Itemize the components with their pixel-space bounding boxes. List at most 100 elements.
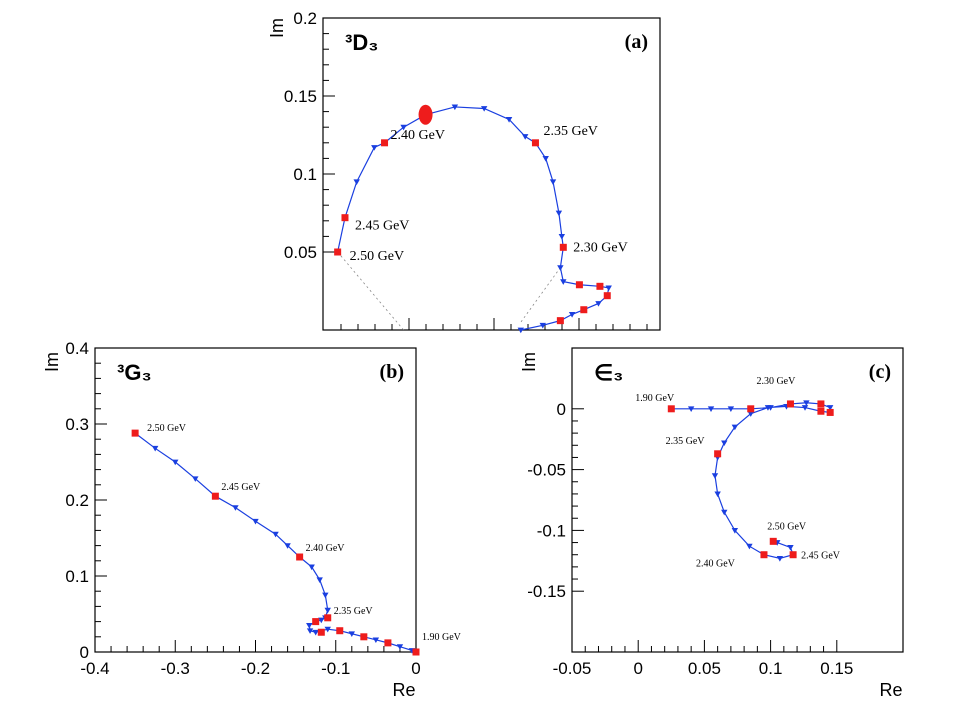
data-point bbox=[595, 301, 602, 307]
y-tick-label: 0.4 bbox=[65, 339, 89, 358]
energy-marker bbox=[381, 139, 389, 147]
data-point bbox=[731, 424, 739, 431]
data-marker bbox=[817, 407, 825, 415]
panel-tag: (b) bbox=[380, 361, 404, 383]
data-marker bbox=[575, 281, 583, 289]
y-tick-label: 0.1 bbox=[65, 567, 89, 586]
data-point bbox=[746, 543, 753, 550]
data-point bbox=[727, 406, 735, 412]
panel-b: 0 0.1 0.2 0.3 0.4 -0.4 -0.3 -0.2 -0.1 0 Im Re ³G₃ (b)… bbox=[42, 339, 462, 700]
data-point bbox=[711, 473, 719, 479]
data-point bbox=[549, 179, 557, 185]
x-tick-label: -0.1 bbox=[321, 659, 350, 678]
energy-label: 2.45 GeV bbox=[801, 551, 841, 562]
energy-label: 2.40 GeV bbox=[391, 128, 445, 143]
data-point bbox=[803, 400, 810, 406]
data-marker bbox=[384, 639, 392, 647]
energy-label: 2.35 GeV bbox=[543, 124, 597, 139]
y-tick-label: 0.2 bbox=[65, 491, 89, 510]
data-point bbox=[372, 637, 380, 644]
x-axis-title: Re bbox=[392, 680, 415, 700]
x-tick-label: 0.05 bbox=[688, 659, 721, 678]
data-point bbox=[312, 629, 319, 636]
data-point bbox=[451, 104, 459, 111]
x-tick-label: 0 bbox=[411, 659, 420, 678]
data-point bbox=[232, 505, 239, 511]
data-point bbox=[151, 445, 159, 452]
data-marker bbox=[603, 292, 611, 300]
data-point bbox=[348, 631, 355, 637]
data-marker bbox=[556, 317, 564, 325]
data-marker bbox=[826, 408, 834, 416]
plot-frame bbox=[571, 347, 904, 653]
data-point bbox=[505, 117, 513, 123]
y-tick-label: 0 bbox=[80, 643, 89, 662]
panel-title: ³D₃ bbox=[345, 30, 378, 55]
energy-marker bbox=[324, 614, 332, 622]
energy-marker bbox=[334, 248, 342, 256]
panel-tag: (a) bbox=[625, 31, 648, 53]
data-marker bbox=[747, 405, 755, 413]
data-point bbox=[605, 285, 612, 292]
energy-marker bbox=[769, 537, 777, 545]
energy-marker bbox=[559, 243, 567, 251]
data-point bbox=[252, 518, 259, 525]
data-marker bbox=[580, 306, 588, 314]
data-point bbox=[764, 405, 772, 411]
x-tick-label: -0.4 bbox=[80, 659, 109, 678]
data-point bbox=[707, 406, 715, 412]
plot-frame bbox=[322, 17, 661, 331]
data-point bbox=[776, 555, 784, 562]
data-point bbox=[826, 405, 834, 411]
data-point bbox=[721, 509, 728, 516]
data-point bbox=[731, 528, 739, 534]
data-point bbox=[284, 543, 291, 549]
energy-marker bbox=[789, 551, 797, 559]
data-point bbox=[353, 179, 360, 185]
data-point bbox=[714, 491, 721, 498]
energy-marker bbox=[786, 400, 794, 408]
series-curve bbox=[671, 402, 831, 559]
energy-marker bbox=[211, 492, 219, 500]
data-point bbox=[787, 545, 794, 551]
guide-line bbox=[520, 267, 561, 323]
energy-label: 1.90 GeV bbox=[635, 393, 675, 404]
data-point bbox=[396, 644, 404, 650]
data-marker bbox=[317, 628, 325, 636]
energy-marker bbox=[667, 405, 675, 413]
energy-label: 2.45 GeV bbox=[221, 482, 261, 493]
data-point bbox=[560, 279, 567, 285]
x-axis-title: Re bbox=[879, 680, 902, 700]
y-axis-title: Im bbox=[519, 352, 539, 372]
series-curve bbox=[134, 432, 417, 653]
x-tick-label: -0.2 bbox=[241, 659, 270, 678]
y-axis-title: Im bbox=[42, 352, 62, 372]
data-point bbox=[568, 312, 576, 318]
energy-label: 2.35 GeV bbox=[334, 606, 374, 617]
data-marker bbox=[360, 633, 368, 641]
data-marker bbox=[596, 282, 604, 290]
energy-label: 2.30 GeV bbox=[756, 376, 796, 387]
energy-label: 2.50 GeV bbox=[767, 521, 807, 532]
panel-title: ³G₃ bbox=[117, 360, 152, 385]
energy-label: 2.45 GeV bbox=[355, 219, 409, 234]
data-point bbox=[687, 406, 695, 412]
energy-label: 2.50 GeV bbox=[350, 249, 404, 264]
x-tick-label: 0.15 bbox=[820, 659, 853, 678]
panel-title: ∈₃ bbox=[594, 360, 623, 385]
highlight-point bbox=[418, 104, 433, 125]
data-point bbox=[172, 459, 179, 466]
data-marker bbox=[336, 627, 344, 635]
data-point bbox=[522, 134, 529, 140]
data-point bbox=[747, 411, 754, 417]
data-point bbox=[324, 626, 331, 633]
data-point bbox=[539, 322, 546, 329]
data-point bbox=[316, 577, 323, 583]
data-point bbox=[400, 124, 407, 131]
data-point bbox=[555, 210, 563, 217]
y-tick-label: 0.3 bbox=[65, 415, 89, 434]
data-point bbox=[721, 440, 728, 447]
y-tick-label: 0.05 bbox=[284, 243, 317, 262]
x-tick-label: -0.05 bbox=[553, 659, 592, 678]
y-tick-label: 0.15 bbox=[284, 87, 317, 106]
